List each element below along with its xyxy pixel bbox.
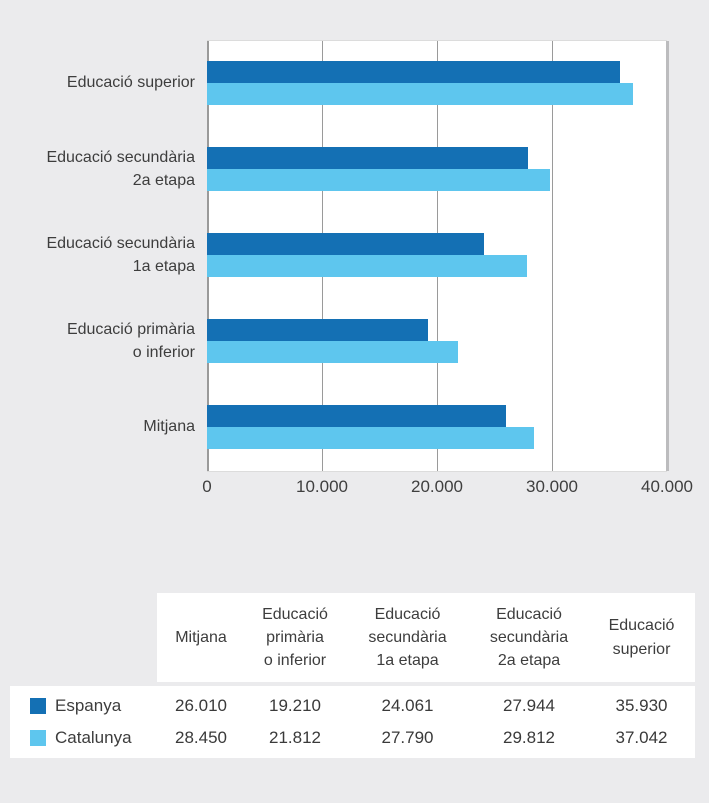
table-row-espanya: Espanya 26.010 19.210 24.061 27.944 35.9…	[10, 690, 695, 722]
bar-pair	[207, 405, 667, 449]
category-label: Educació secundària 2a etapa	[46, 148, 195, 189]
gridline-40000	[666, 41, 669, 471]
x-axis-tick-label: 10.000	[296, 477, 348, 496]
bar-espanya-superior	[207, 61, 621, 83]
table-cell: 35.930	[615, 696, 668, 715]
bar-espanya-primaria	[207, 319, 428, 341]
category-label: Educació primària o inferior	[66, 320, 195, 361]
table-header-primaria: Educació primària o inferior	[262, 605, 328, 670]
gridline-30000	[552, 41, 553, 471]
bar-pair	[207, 233, 667, 277]
x-axis-tick-label: 20.000	[411, 477, 463, 496]
bar-group-mitjana: Mitjana	[0, 384, 667, 470]
table-header-mitjana: Mitjana	[175, 628, 227, 646]
table-cell: 24.061	[381, 696, 434, 715]
bar-catalunya-secundaria-1a	[207, 255, 527, 277]
bar-catalunya-superior	[207, 83, 633, 105]
category-label: Educació superior	[66, 74, 195, 92]
table-cell: 27.944	[503, 696, 555, 715]
data-table-body: Espanya 26.010 19.210 24.061 27.944 35.9…	[10, 686, 695, 758]
table-cell: 29.812	[503, 728, 555, 747]
table-cell: 27.790	[381, 728, 434, 747]
table-header-secundaria-1a: Educació secundària 1a etapa	[368, 605, 447, 670]
bar-chart: Educació superior Educació secundària 2a…	[0, 40, 667, 470]
legend-catalunya: Catalunya	[10, 728, 157, 748]
table-header-superior: Educació superior	[608, 617, 675, 658]
bar-group-secundaria-2a: Educació secundària 2a etapa	[0, 126, 667, 212]
legend-swatch-espanya	[30, 698, 46, 714]
bar-group-educacio-superior: Educació superior	[0, 40, 667, 126]
row-label-espanya: Espanya	[55, 696, 122, 715]
bar-espanya-secundaria-2a	[207, 147, 529, 169]
legend-espanya: Espanya	[10, 696, 157, 716]
bar-pair	[207, 147, 667, 191]
x-axis-tick-label: 30.000	[526, 477, 578, 496]
x-axis-tick-label: 0	[202, 477, 212, 496]
category-label: Educació secundària 1a etapa	[46, 234, 195, 275]
x-axis-tick-label: 40.000	[641, 477, 693, 496]
table-header-secundaria-2a: Educació secundària 2a etapa	[489, 605, 569, 670]
category-label: Mitjana	[143, 418, 195, 436]
table-cell: 28.450	[175, 728, 227, 747]
bar-pair	[207, 319, 667, 363]
row-label-catalunya: Catalunya	[55, 728, 132, 747]
table-row-catalunya: Catalunya 28.450 21.812 27.790 29.812 37…	[10, 722, 695, 754]
bar-group-primaria: Educació primària o inferior	[0, 298, 667, 384]
bar-pair	[207, 61, 667, 105]
table-cell: 19.210	[269, 696, 321, 715]
data-table-header: Mitjana Educació primària o inferior Edu…	[157, 593, 695, 682]
table-cell: 26.010	[175, 696, 227, 715]
bar-catalunya-mitjana	[207, 427, 535, 449]
x-axis: 0 10.000 20.000 30.000 40.000	[202, 477, 693, 501]
bar-catalunya-secundaria-2a	[207, 169, 550, 191]
bar-espanya-mitjana	[207, 405, 507, 427]
bar-espanya-secundaria-1a	[207, 233, 484, 255]
legend-swatch-catalunya	[30, 730, 46, 746]
bar-group-secundaria-1a: Educació secundària 1a etapa	[0, 212, 667, 298]
bar-catalunya-primaria	[207, 341, 458, 363]
table-cell: 21.812	[269, 728, 321, 747]
table-cell: 37.042	[615, 728, 668, 747]
